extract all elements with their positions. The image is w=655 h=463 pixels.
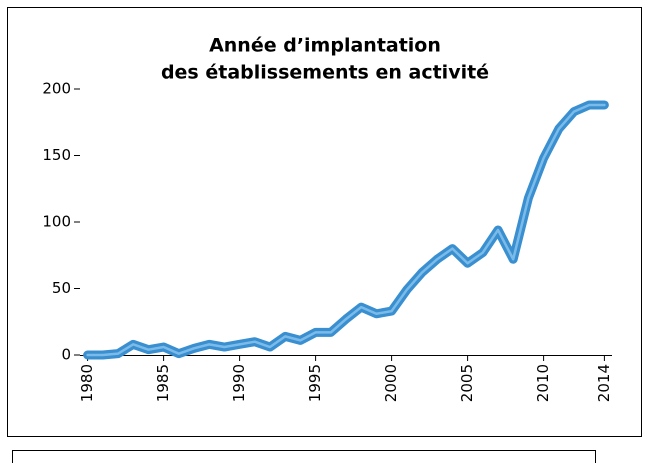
- x-tick-label: 2005: [458, 364, 476, 402]
- x-tick-label: 1995: [306, 364, 324, 402]
- chart-title: Année d’implantation: [209, 35, 441, 57]
- line-series: [83, 100, 609, 360]
- y-tick-label: 0: [61, 346, 71, 364]
- x-tick-label: 2014: [595, 364, 613, 402]
- x-tick-label: 2010: [534, 364, 552, 402]
- line-series-highlight: [86, 103, 606, 357]
- y-tick-label: 100: [42, 213, 71, 231]
- y-tick-label: 150: [42, 146, 71, 164]
- frame: [7, 7, 642, 437]
- lower-frame: [12, 450, 596, 463]
- chart-title: des établissements en activité: [161, 62, 489, 84]
- x-tick-label: 1990: [230, 364, 248, 402]
- x-tick-label: 1980: [78, 364, 96, 402]
- x-tick-label: 1985: [154, 364, 172, 402]
- y-tick-label: 50: [52, 279, 71, 297]
- x-tick-label: 2000: [382, 364, 400, 402]
- y-tick-label: 200: [42, 80, 71, 98]
